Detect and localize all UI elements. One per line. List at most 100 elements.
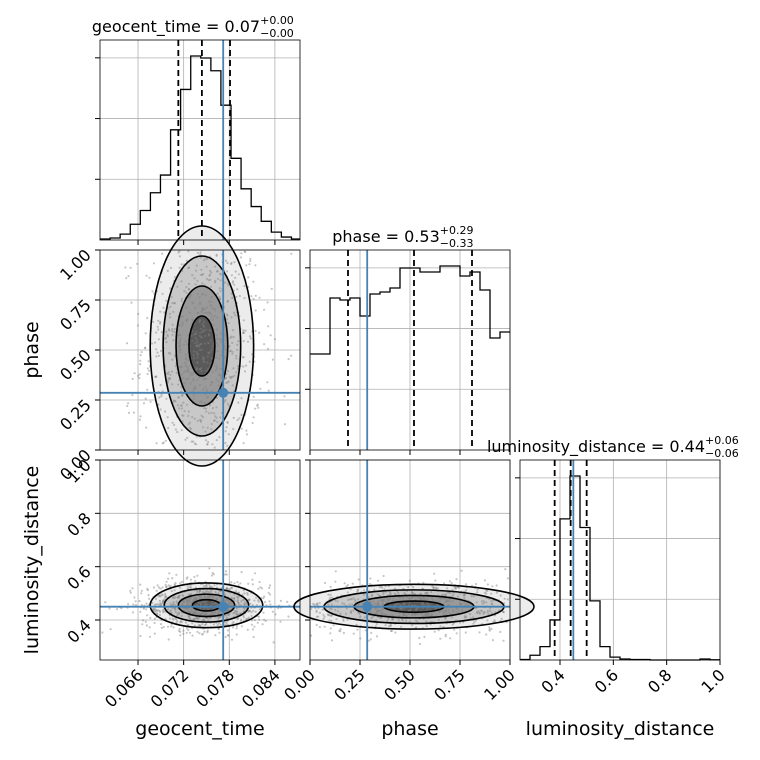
scatter-point: [348, 603, 351, 606]
scatter-point: [223, 281, 226, 284]
scatter-point: [174, 596, 177, 599]
scatter-point: [197, 612, 200, 616]
scatter-point: [189, 597, 192, 600]
scatter-point: [169, 373, 172, 376]
scatter-point: [217, 621, 221, 625]
scatter-point: [439, 597, 442, 600]
scatter-point: [409, 608, 412, 612]
scatter-point: [318, 601, 321, 605]
scatter-point: [226, 617, 229, 620]
scatter-point: [206, 629, 209, 632]
scatter-point: [184, 438, 187, 441]
scatter-point: [215, 598, 219, 601]
scatter-point: [192, 386, 196, 389]
scatter-point: [184, 369, 187, 372]
scatter-point: [207, 597, 210, 600]
scatter-point: [447, 603, 451, 607]
scatter-point: [400, 625, 403, 628]
scatter-point: [226, 369, 230, 373]
scatter-point: [173, 330, 176, 334]
scatter-point: [211, 595, 214, 598]
scatter-point: [425, 625, 428, 628]
scatter-point: [463, 596, 466, 600]
scatter-point: [464, 603, 467, 606]
scatter-point: [202, 600, 206, 604]
scatter-point: [192, 617, 195, 621]
scatter-point: [263, 308, 266, 311]
scatter-point: [450, 582, 453, 585]
x-tick-label: 1.0: [697, 665, 728, 696]
scatter-point: [315, 610, 318, 614]
scatter-point: [493, 619, 496, 622]
scatter-point: [166, 625, 170, 628]
scatter-point: [198, 321, 201, 324]
scatter-point: [188, 631, 192, 634]
scatter-point: [250, 611, 253, 614]
scatter-point: [164, 583, 167, 587]
scatter-point: [198, 590, 201, 593]
scatter-point: [195, 597, 198, 601]
scatter-point: [268, 600, 271, 603]
scatter-point: [254, 309, 257, 312]
scatter-point: [315, 609, 318, 612]
scatter-point: [249, 259, 252, 263]
scatter-point: [176, 430, 179, 434]
scatter-point: [359, 637, 362, 640]
scatter-point: [165, 299, 168, 302]
scatter-point: [422, 595, 425, 599]
scatter-point: [138, 418, 141, 421]
scatter-point: [464, 615, 468, 619]
scatter-point: [178, 250, 181, 253]
scatter-point: [202, 388, 205, 391]
scatter-point: [196, 603, 199, 606]
scatter-point: [179, 582, 182, 585]
scatter-point: [210, 574, 213, 577]
scatter-point: [197, 312, 200, 315]
scatter-point: [445, 613, 448, 616]
scatter-point: [253, 625, 256, 628]
scatter-point: [200, 401, 203, 404]
scatter-point: [230, 601, 233, 605]
scatter-point: [422, 615, 425, 618]
scatter-point: [406, 615, 409, 618]
scatter-point: [192, 394, 195, 397]
scatter-point: [231, 384, 234, 387]
scatter-point: [158, 322, 162, 325]
scatter-point: [219, 590, 222, 593]
scatter-point: [202, 324, 205, 327]
scatter-point: [213, 265, 217, 268]
scatter-point: [346, 584, 349, 587]
scatter-point: [421, 602, 424, 605]
scatter-point: [242, 599, 245, 602]
scatter-point: [181, 414, 184, 417]
scatter-point: [491, 639, 494, 642]
scatter-point: [232, 367, 235, 370]
scatter-point: [330, 619, 333, 623]
scatter-point: [440, 597, 443, 601]
scatter-point: [129, 589, 132, 592]
scatter-point: [273, 338, 276, 341]
scatter-point: [425, 620, 428, 623]
scatter-point: [173, 583, 176, 586]
scatter-point: [190, 592, 193, 596]
scatter-point: [488, 626, 491, 629]
scatter-point: [219, 273, 222, 276]
scatter-point: [179, 348, 182, 351]
scatter-point: [226, 421, 229, 424]
scatter-point: [225, 381, 228, 384]
scatter-point: [150, 342, 153, 345]
scatter-point: [144, 620, 147, 623]
scatter-point: [206, 443, 209, 446]
scatter-point: [256, 404, 259, 407]
scatter-point: [202, 329, 205, 332]
scatter-point: [351, 603, 354, 606]
scatter-point: [160, 626, 163, 630]
scatter-point: [237, 273, 240, 276]
scatter-point: [148, 626, 151, 629]
scatter-point: [199, 251, 202, 254]
scatter-point: [448, 600, 451, 604]
scatter-point: [463, 593, 466, 597]
scatter-point: [165, 372, 168, 375]
scatter-point: [161, 390, 164, 393]
scatter-point: [198, 590, 201, 593]
